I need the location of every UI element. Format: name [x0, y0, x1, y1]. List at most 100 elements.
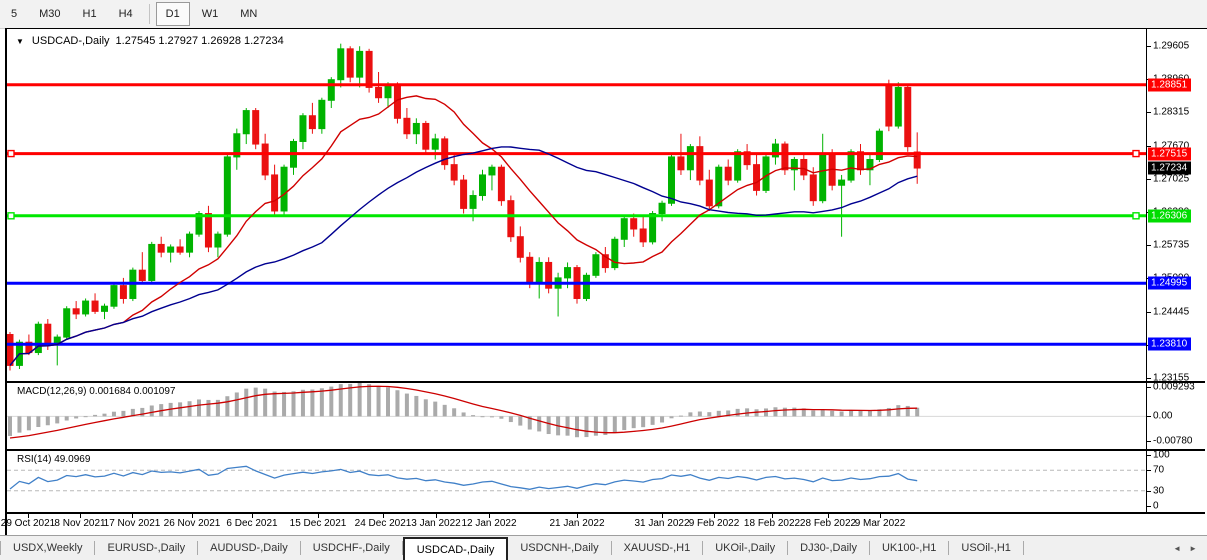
price-tick-mark — [1147, 245, 1151, 247]
date-label: 31 Jan 2022 — [634, 518, 690, 529]
price-tick-label: 1.25735 — [1153, 239, 1190, 251]
price-chart-panel: 1.296051.289601.283151.276701.270251.263… — [7, 29, 1205, 384]
macd-tick-mark — [1147, 416, 1151, 418]
date-tick-mark — [192, 514, 193, 518]
price-tick-mark — [1147, 378, 1151, 379]
tab-divider — [702, 541, 704, 555]
date-tick-mark — [80, 514, 81, 518]
date-tick-mark — [489, 514, 490, 518]
date-tick-mark — [132, 514, 133, 518]
tab-audusd-daily[interactable]: AUDUSD-,Daily — [210, 542, 288, 554]
tab-divider — [868, 541, 870, 555]
date-tick-mark — [828, 514, 829, 518]
date-tick-mark — [28, 514, 29, 518]
rsi-tick-label: 0 — [1153, 500, 1159, 512]
macd-axis: 0.009293 0.00 -0.00780 — [1147, 381, 1205, 449]
macd-tick-label: 0.009293 — [1153, 381, 1195, 393]
macd-canvas[interactable] — [7, 383, 1146, 449]
date-label: 15 Dec 2021 — [289, 518, 347, 529]
date-tick-mark — [318, 514, 319, 518]
date-label: 12 Jan 2022 — [461, 518, 517, 529]
price-tick-mark — [1147, 46, 1151, 47]
date-label: 3 Jan 2022 — [411, 518, 461, 529]
macd-tick-mark — [1147, 387, 1151, 388]
tab-divider — [1022, 541, 1024, 555]
tab-eurusd-daily[interactable]: EURUSD-,Daily — [107, 542, 186, 554]
tab-ukoil-daily[interactable]: UKOil-,Daily — [715, 542, 776, 554]
timeframe-button-w1[interactable]: W1 — [201, 8, 219, 20]
tab-xauusd-h1[interactable]: XAUUSD-,H1 — [623, 542, 691, 554]
price-level-flag: 1.27234 — [1148, 161, 1192, 175]
price-axis[interactable]: 1.296051.289601.283151.276701.270251.263… — [1147, 29, 1205, 384]
date-tick-mark — [714, 514, 715, 518]
price-level-flag: 1.26306 — [1148, 209, 1192, 223]
price-tick-label: 1.27670 — [1153, 140, 1190, 152]
price-chart-plot[interactable] — [7, 29, 1147, 381]
date-label: 17 Nov 2021 — [103, 518, 161, 529]
date-label: 28 Feb 2022 — [799, 518, 857, 529]
date-label: 26 Nov 2021 — [163, 518, 221, 529]
date-tick-mark — [383, 514, 384, 518]
tab-usdcnh-daily[interactable]: USDCNH-,Daily — [520, 542, 599, 554]
rsi-tick-mark — [1147, 470, 1151, 472]
tab-dj30-daily[interactable]: DJ30-,Daily — [800, 542, 857, 554]
tab-scroll-left-arrow[interactable]: ◄ — [1173, 543, 1182, 553]
rsi-panel: 100 70 30 0 RSI(14) 49.0969 — [7, 449, 1205, 512]
date-tick-mark — [772, 514, 773, 518]
macd-tick-mark — [1147, 441, 1151, 442]
price-level-flag: 1.28851 — [1148, 78, 1192, 92]
date-tick-mark — [436, 514, 437, 518]
tab-scroll-right-arrow[interactable]: ► — [1189, 543, 1197, 553]
price-chart-canvas[interactable] — [7, 29, 1146, 381]
date-label: 21 Jan 2022 — [549, 518, 605, 529]
date-label: 24 Dec 2021 — [354, 518, 412, 529]
tab-uk100-h1[interactable]: UK100-,H1 — [881, 542, 937, 554]
rsi-tick-label: 100 — [1153, 449, 1170, 461]
price-tick-mark — [1147, 311, 1151, 313]
tab-usoil-h1[interactable]: USOil-,H1 — [961, 542, 1011, 554]
macd-plot[interactable] — [7, 383, 1147, 449]
tab-divider — [948, 541, 950, 555]
price-tick-mark — [1147, 178, 1151, 180]
timeframe-button-m30[interactable]: M30 — [39, 8, 61, 20]
timeframe-button-h1[interactable]: H1 — [82, 8, 97, 20]
timeframe-toolbar: 5 M30 H1 H4 D1 W1 MN — [0, 0, 1207, 29]
rsi-canvas[interactable] — [7, 451, 1146, 512]
macd-panel: 0.009293 0.00 -0.00780 MACD(12,26,9) 0.001… — [7, 381, 1205, 449]
rsi-label: RSI(14) 49.0969 — [17, 454, 91, 465]
rsi-plot[interactable] — [7, 451, 1147, 512]
macd-tick-label: -0.00780 — [1153, 435, 1193, 447]
date-label: 6 Dec 2021 — [226, 518, 278, 529]
date-label: 29 Oct 2021 — [0, 518, 56, 529]
timeframe-button-d1[interactable]: D1 — [155, 2, 190, 26]
date-label: 8 Nov 2021 — [54, 518, 106, 529]
tab-usdx-weekly[interactable]: USDX,Weekly — [13, 542, 83, 554]
date-axis[interactable]: 29 Oct 2021 8 Nov 2021 17 Nov 2021 26 Nov 2… — [1, 512, 1205, 536]
tab-scroll-arrows: ◄ ► — [1163, 536, 1207, 560]
tab-usdchf-daily[interactable]: USDCHF-,Daily — [312, 542, 390, 554]
tab-divider — [299, 541, 301, 555]
chart-symbol-label: USDCAD-,Daily — [31, 35, 110, 47]
date-label: 18 Feb 2022 — [743, 518, 801, 529]
tab-divider — [0, 541, 1, 555]
date-tick-mark — [577, 514, 578, 518]
price-level-flag: 1.24995 — [1148, 276, 1192, 290]
chart-title: ▼ USDCAD-,Daily 1.27545 1.27927 1.26928 … — [16, 35, 284, 47]
rsi-tick-label: 70 — [1153, 464, 1165, 476]
timeframe-button-5[interactable]: 5 — [11, 8, 18, 20]
tab-divider — [197, 541, 199, 555]
chart-window: 1.296051.289601.283151.276701.270251.263… — [1, 28, 1207, 536]
toolbar-separator — [148, 4, 150, 24]
tab-usdcad-daily[interactable]: USDCAD-,Daily — [402, 537, 509, 560]
rsi-tick-mark — [1147, 455, 1151, 456]
timeframe-button-h4[interactable]: H4 — [118, 8, 133, 20]
chart-ohlc-values: 1.27545 1.27927 1.26928 1.27234 — [115, 35, 284, 47]
date-label: 9 Feb 2022 — [688, 518, 740, 529]
tab-divider — [401, 541, 403, 555]
timeframe-button-mn[interactable]: MN — [240, 8, 258, 20]
chart-dropdown-icon[interactable]: ▼ — [16, 36, 24, 46]
date-tick-mark — [662, 514, 663, 518]
price-tick-mark — [1147, 112, 1151, 114]
price-tick-label: 1.28315 — [1153, 106, 1190, 118]
rsi-tick-label: 30 — [1153, 485, 1165, 497]
